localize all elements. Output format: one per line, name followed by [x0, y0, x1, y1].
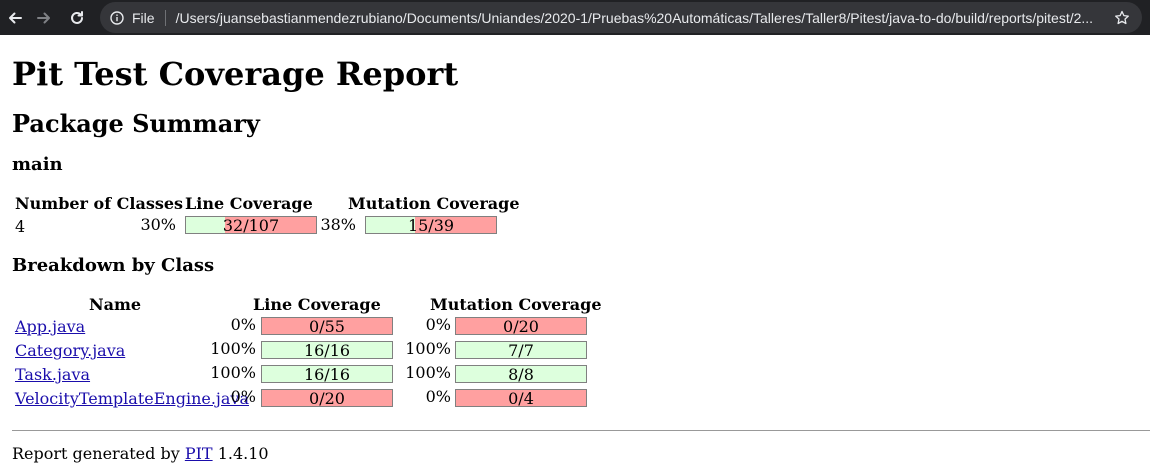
reload-icon: [71, 10, 83, 24]
summary-line-ratio: 32/107: [222, 216, 280, 235]
row-mutation-ratio: 0/4: [508, 389, 534, 408]
footer-version: 1.4.10: [217, 444, 269, 463]
row-line-percent: 0%: [230, 315, 256, 334]
row-line-ratio: 16/16: [303, 341, 351, 360]
summary-mutation-percent: 38%: [320, 215, 356, 234]
file-scheme-label: File: [132, 9, 155, 26]
url-text[interactable]: /Users/juansebastianmendezrubiano/Docume…: [175, 9, 1094, 26]
pit-link[interactable]: PIT: [184, 444, 213, 463]
page-title: Pit Test Coverage Report: [12, 55, 459, 93]
row-mutation-percent: 0%: [425, 387, 451, 406]
summary-line-bar: 32/107: [185, 216, 317, 235]
row-mutation-percent: 100%: [405, 339, 451, 358]
forward-arrow-icon: [37, 12, 50, 23]
row-line-percent: 100%: [210, 339, 256, 358]
summary-header-line: Line Coverage: [185, 194, 313, 213]
row-line-bar: 0/20: [261, 389, 393, 408]
breakdown-heading: Breakdown by Class: [12, 255, 215, 276]
back-arrow-icon: [9, 12, 22, 23]
summary-line-percent: 30%: [140, 215, 176, 234]
package-name-heading: main: [12, 154, 63, 175]
address-bar[interactable]: File /Users/juansebastianmendezrubiano/D…: [100, 2, 1142, 33]
row-mutation-bar: 0/4: [455, 389, 587, 408]
row-line-ratio: 0/55: [309, 317, 345, 336]
row-mutation-bar: 7/7: [455, 341, 587, 360]
summary-mutation-bar-fill: [366, 217, 416, 233]
row-line-ratio: 0/20: [309, 389, 345, 408]
package-summary-heading: Package Summary: [12, 109, 260, 138]
summary-header-mutation: Mutation Coverage: [348, 194, 520, 213]
row-mutation-bar: 8/8: [455, 365, 587, 384]
summary-line-bar-fill: [186, 217, 225, 233]
row-line-percent: 100%: [210, 363, 256, 382]
row-line-percent: 0%: [230, 387, 256, 406]
row-mutation-percent: 100%: [405, 363, 451, 382]
back-button[interactable]: [3, 0, 27, 35]
footer-prefix: Report generated by: [12, 444, 180, 463]
summary-classes-count: 4: [15, 217, 26, 236]
row-mutation-ratio: 7/7: [508, 341, 534, 360]
summary-header-classes: Number of Classes: [15, 194, 184, 213]
row-mutation-ratio: 8/8: [508, 365, 534, 384]
row-line-bar: 0/55: [261, 317, 393, 336]
forward-button[interactable]: [32, 0, 56, 35]
info-icon[interactable]: [110, 10, 124, 25]
footer: Report generated by PIT 1.4.10: [12, 444, 269, 464]
summary-mutation-bar: 15/39: [365, 216, 497, 235]
row-mutation-percent: 0%: [425, 315, 451, 334]
browser-toolbar: File /Users/juansebastianmendezrubiano/D…: [0, 0, 1150, 35]
row-line-ratio: 16/16: [303, 365, 351, 384]
breakdown-header-line: Line Coverage: [253, 295, 381, 314]
summary-mutation-ratio: 15/39: [407, 216, 455, 235]
omnibox-divider: [164, 9, 166, 26]
class-link-app[interactable]: App.java: [15, 317, 86, 336]
footer-divider: [12, 430, 1150, 431]
breakdown-header-name: Name: [89, 295, 142, 314]
row-mutation-bar: 0/20: [455, 317, 587, 336]
class-link-category[interactable]: Category.java: [15, 341, 126, 360]
row-line-bar: 16/16: [261, 365, 393, 384]
breakdown-header-mutation: Mutation Coverage: [430, 295, 602, 314]
class-link-task[interactable]: Task.java: [15, 365, 91, 384]
reload-button[interactable]: [65, 0, 89, 35]
class-link-velocity-template-engine[interactable]: VelocityTemplateEngine.java: [15, 389, 249, 408]
row-mutation-ratio: 0/20: [503, 317, 539, 336]
star-icon[interactable]: [1114, 10, 1130, 26]
row-line-bar: 16/16: [261, 341, 393, 360]
